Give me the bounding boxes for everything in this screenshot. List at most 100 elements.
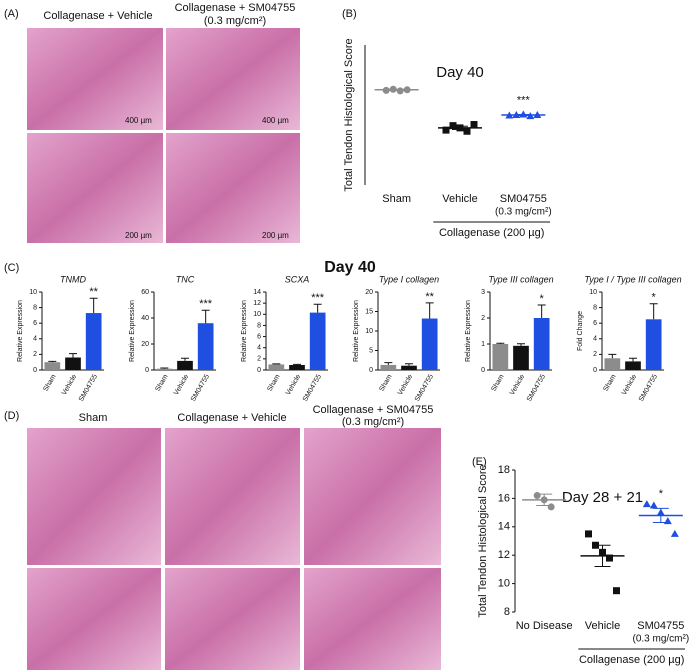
y-tick-label: 8: [593, 304, 597, 311]
error-bar: [69, 353, 77, 358]
column-subtitle: (0.3 mg/cm²): [204, 15, 266, 27]
x-tick-label: Vehicle: [621, 373, 638, 396]
y-axis-label: Fold Change: [577, 311, 584, 351]
x-tick-label: Sham: [602, 373, 617, 392]
x-tick-sublabel: (0.3 mg/cm²): [632, 634, 689, 645]
y-tick-label: 3: [481, 289, 485, 296]
bar: [289, 364, 305, 370]
y-tick-label: 14: [253, 289, 261, 296]
x-tick-label: SM04755: [414, 373, 435, 403]
significance: ***: [311, 292, 325, 304]
bar: [177, 360, 193, 370]
point: [585, 530, 592, 538]
error-bar: [608, 353, 617, 359]
bar: [65, 357, 81, 370]
x-tick-label: SM04755: [302, 373, 323, 403]
x-tick-label: Sham: [42, 373, 57, 392]
point: [606, 554, 613, 562]
y-tick-label: 4: [33, 336, 37, 343]
y-tick-label: 2: [593, 351, 597, 358]
y-tick-label: 40: [141, 315, 149, 322]
scale-bar-label: 200 µm: [125, 231, 152, 240]
y-tick-label: 8: [504, 606, 510, 618]
column-title: Collagenase + Vehicle: [43, 10, 152, 22]
column-subtitle: (0.3 mg/cm²): [342, 416, 404, 428]
y-tick-label: 1: [481, 341, 485, 348]
micrograph: [166, 28, 300, 130]
x-tick-label: Vehicle: [442, 193, 477, 205]
error-bar: [649, 303, 658, 320]
point: [470, 121, 478, 129]
y-tick-label: 6: [33, 320, 37, 327]
chart-title: Type III collagen: [488, 274, 553, 284]
scale-bar-label: 400 µm: [262, 116, 289, 125]
error-bar: [496, 342, 505, 344]
panel-label: (A): [4, 8, 19, 20]
x-tick-label: Sham: [154, 373, 169, 392]
x-tick-label: No Disease: [516, 620, 573, 632]
significance: **: [425, 291, 434, 303]
error-bar: [425, 302, 434, 319]
chart-title: SCXA: [285, 274, 310, 284]
bar: [625, 361, 641, 370]
panel-label: (E): [472, 456, 487, 468]
column-title: Collagenase + SM04755: [313, 404, 434, 416]
point: [663, 517, 672, 525]
y-axis-label: Total Tendon Histological Score: [343, 38, 355, 191]
panel-label: (C): [4, 262, 19, 274]
y-tick-label: 8: [257, 322, 261, 329]
error-bar: [48, 360, 57, 363]
x-tick-sublabel: (0.3 mg/cm²): [495, 207, 552, 218]
y-tick-label: 8: [33, 304, 37, 311]
y-axis-label: Relative Expression: [241, 300, 248, 362]
significance: *: [659, 488, 664, 500]
bar: [421, 318, 438, 370]
error-bar: [537, 304, 546, 318]
group-label: Collagenase (200 µg): [439, 227, 544, 239]
y-tick-label: 60: [141, 289, 149, 296]
y-tick-label: 12: [253, 300, 261, 307]
bar: [44, 362, 61, 370]
y-tick-label: 10: [589, 289, 597, 296]
error-bar: [89, 297, 98, 314]
bar: [645, 319, 662, 370]
significance: *: [652, 292, 657, 304]
bar: [513, 345, 529, 370]
micrograph: [165, 568, 300, 670]
y-tick-label: 15: [365, 308, 373, 315]
micrograph: [27, 28, 163, 130]
bar: [85, 313, 102, 370]
point: [396, 87, 404, 95]
column-title: Collagenase + Vehicle: [177, 412, 286, 424]
scale-bar-label: 400 µm: [125, 116, 152, 125]
error-bar: [293, 363, 301, 365]
error-bar: [594, 544, 611, 568]
point: [670, 529, 679, 537]
x-tick-label: Sham: [382, 193, 411, 205]
y-tick-label: 6: [593, 320, 597, 327]
point: [613, 587, 620, 595]
y-tick-label: 0: [33, 367, 37, 374]
y-tick-label: 4: [593, 336, 597, 343]
point: [533, 492, 541, 500]
bar: [156, 368, 173, 370]
x-tick-label: Vehicle: [173, 373, 190, 396]
chart-title: Day 28 + 21: [562, 489, 643, 506]
chart-title: Type I collagen: [379, 274, 439, 284]
x-tick-label: Sham: [266, 373, 281, 392]
point: [547, 503, 555, 511]
y-tick-label: 10: [498, 578, 510, 590]
y-axis-label: Relative Expression: [353, 300, 360, 362]
x-tick-label: Vehicle: [509, 373, 526, 396]
y-tick-label: 0: [145, 367, 149, 374]
y-tick-label: 10: [29, 289, 37, 296]
error-bar: [181, 357, 189, 361]
micrograph: [27, 133, 163, 243]
y-tick-label: 2: [257, 356, 261, 363]
point: [463, 127, 471, 135]
x-tick-label: SM04755: [190, 373, 211, 403]
panel-title: Day 40: [324, 259, 376, 276]
error-bar: [384, 362, 393, 365]
point: [642, 500, 651, 508]
